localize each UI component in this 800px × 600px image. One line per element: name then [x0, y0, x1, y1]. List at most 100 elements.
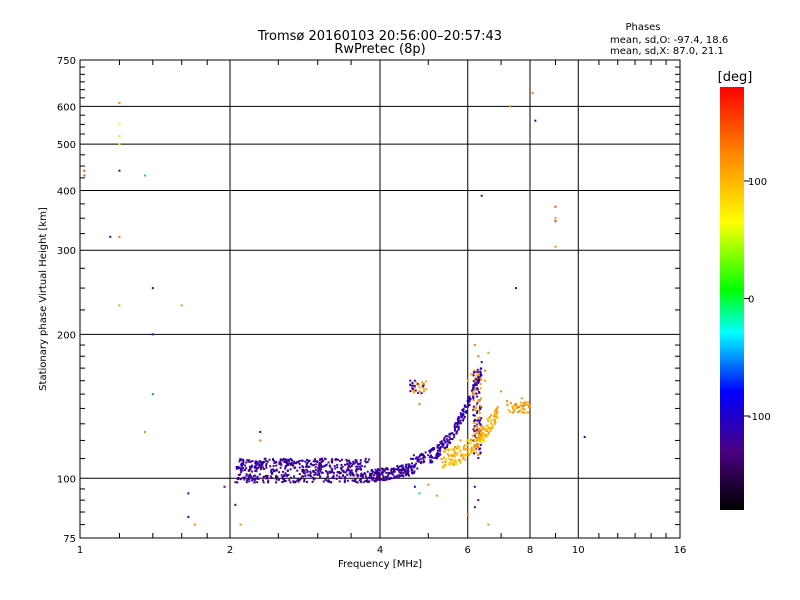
- data-point: [467, 453, 470, 456]
- data-point: [429, 448, 432, 451]
- data-point: [477, 454, 480, 457]
- data-point: [374, 472, 377, 475]
- data-point: [506, 400, 509, 403]
- data-point: [495, 407, 498, 410]
- data-point: [237, 466, 240, 469]
- data-point: [480, 406, 483, 409]
- data-point: [446, 448, 449, 451]
- phases-header: Phases: [625, 22, 660, 33]
- data-point: [284, 479, 287, 482]
- data-point: [277, 478, 280, 481]
- data-point: [491, 425, 494, 428]
- data-point: [473, 369, 476, 372]
- data-point: [474, 380, 477, 383]
- data-point: [479, 451, 482, 454]
- data-point: [412, 465, 415, 468]
- data-point: [360, 474, 363, 477]
- data-point: [477, 446, 480, 449]
- colorbar-tick-label: 0: [748, 295, 754, 306]
- data-point: [320, 471, 323, 474]
- data-point: [275, 464, 278, 467]
- data-point: [234, 481, 237, 484]
- data-point: [509, 411, 512, 414]
- data-point: [279, 466, 282, 469]
- data-point: [441, 442, 444, 445]
- data-point: [258, 473, 261, 476]
- y-tick-label: 100: [57, 474, 76, 485]
- data-point: [411, 472, 414, 475]
- data-point: [240, 471, 243, 474]
- data-point: [476, 437, 479, 440]
- colorbar-tick-label: -100: [748, 412, 771, 423]
- data-point: [479, 372, 482, 375]
- data-point: [424, 451, 427, 454]
- data-point: [376, 471, 379, 474]
- data-point: [486, 430, 489, 433]
- data-point: [485, 435, 488, 438]
- data-point: [392, 467, 395, 470]
- x-axis-ticks: 1 2 4 6 8 10 16: [77, 60, 686, 556]
- data-point: [314, 466, 317, 469]
- data-point: [490, 420, 493, 423]
- data-point: [476, 425, 479, 428]
- data-point: [449, 441, 452, 444]
- data-point: [473, 452, 476, 455]
- data-point: [476, 373, 479, 376]
- data-point: [475, 378, 478, 381]
- colorbar-label: [deg]: [718, 70, 753, 85]
- data-point: [275, 481, 278, 484]
- data-point: [346, 460, 349, 463]
- data-point: [519, 401, 522, 404]
- data-point: [325, 463, 328, 466]
- data-point: [445, 446, 448, 449]
- data-point: [476, 419, 479, 422]
- data-point: [448, 436, 451, 439]
- data-point: [473, 427, 476, 430]
- data-point: [484, 379, 487, 382]
- data-point: [418, 492, 421, 495]
- data-point: [416, 467, 419, 470]
- data-point: [367, 480, 370, 483]
- data-point: [464, 444, 467, 447]
- data-point: [404, 474, 407, 477]
- data-point: [495, 416, 498, 419]
- data-point: [477, 374, 480, 377]
- data-point: [459, 412, 462, 415]
- data-point: [413, 466, 416, 469]
- data-point: [409, 384, 412, 387]
- data-point: [255, 467, 258, 470]
- data-point: [494, 420, 497, 423]
- data-point: [256, 481, 259, 484]
- data-point: [506, 403, 509, 406]
- data-point: [350, 469, 353, 472]
- data-point: [466, 379, 469, 382]
- data-point: [457, 418, 460, 421]
- data-point: [453, 436, 456, 439]
- data-point: [381, 468, 384, 471]
- data-point: [359, 480, 362, 483]
- data-point: [305, 465, 308, 468]
- data-point: [476, 410, 479, 413]
- data-point: [447, 441, 450, 444]
- data-point: [283, 474, 286, 477]
- data-point: [318, 463, 321, 466]
- data-point: [295, 461, 298, 464]
- data-point: [475, 383, 478, 386]
- data-point: [414, 389, 417, 392]
- data-point: [364, 473, 367, 476]
- data-point: [245, 474, 248, 477]
- data-point: [456, 430, 459, 433]
- data-point: [262, 467, 265, 470]
- data-point: [331, 468, 334, 471]
- data-point: [485, 424, 488, 427]
- data-point: [361, 475, 364, 478]
- data-point: [290, 461, 293, 464]
- data-point: [348, 461, 351, 464]
- data-point: [396, 464, 399, 467]
- data-point: [477, 499, 480, 502]
- data-point: [251, 479, 254, 482]
- data-point: [314, 468, 317, 471]
- data-point: [370, 472, 373, 475]
- data-point: [289, 463, 292, 466]
- data-point: [436, 449, 439, 452]
